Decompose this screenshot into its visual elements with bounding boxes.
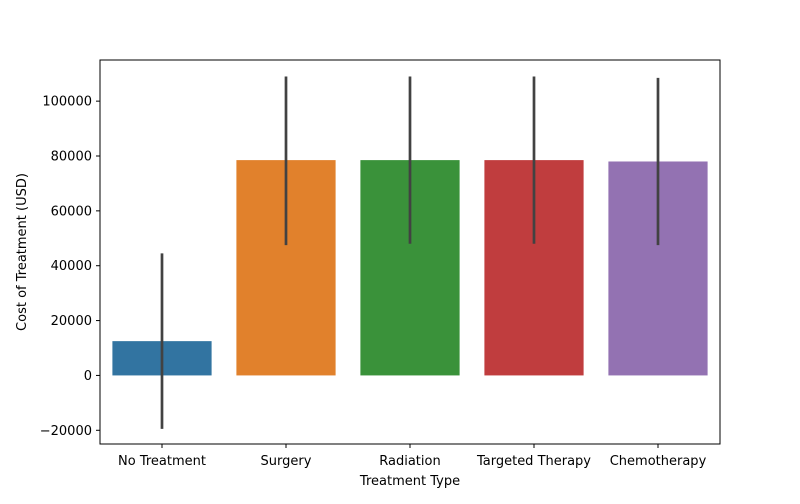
x-tick-label: Targeted Therapy xyxy=(476,454,591,469)
y-tick-label: 0 xyxy=(84,369,92,384)
error-bars-layer xyxy=(160,76,660,429)
x-axis-label: Treatment Type xyxy=(359,474,460,489)
y-axis-label: Cost of Treatment (USD) xyxy=(15,173,30,331)
x-tick-label: Chemotherapy xyxy=(610,454,707,469)
x-axis: No Treatment Surgery Radiation Targeted The… xyxy=(118,444,707,469)
y-tick-label: −20000 xyxy=(40,424,92,439)
y-axis: −20000 0 20000 40000 60000 80000 100000 xyxy=(40,95,100,439)
x-tick-label: No Treatment xyxy=(118,454,206,469)
y-tick-label: 80000 xyxy=(51,150,92,165)
y-tick-label: 40000 xyxy=(51,259,92,274)
x-tick-label: Radiation xyxy=(379,454,440,469)
y-tick-label: 100000 xyxy=(42,95,92,110)
y-tick-label: 20000 xyxy=(51,314,92,329)
x-tick-label: Surgery xyxy=(261,454,312,469)
y-tick-label: 60000 xyxy=(51,204,92,219)
